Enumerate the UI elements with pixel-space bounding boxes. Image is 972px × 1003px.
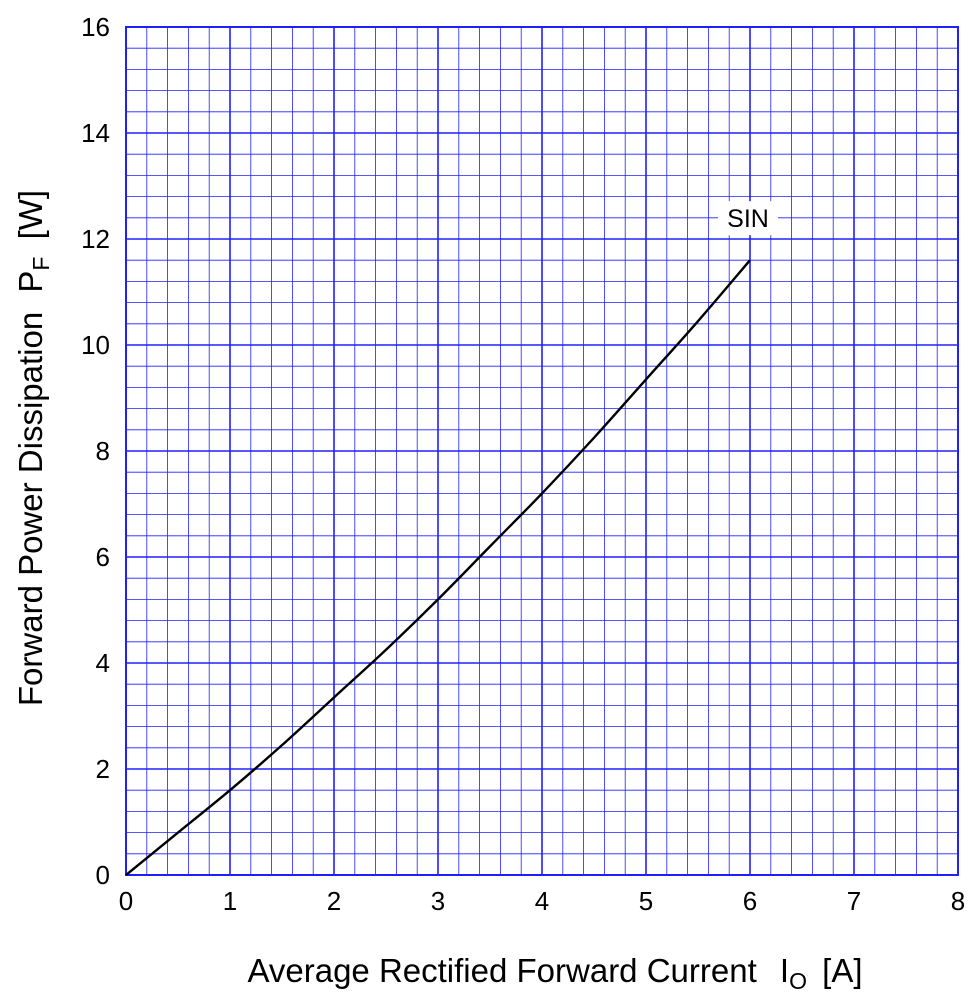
x-axis-title: Average Rectified Forward Current IO [A] <box>247 952 862 994</box>
x-axis-title-subscript: O <box>789 968 807 994</box>
y-tick-label: 14 <box>81 118 110 148</box>
y-tick-label: 12 <box>81 224 110 254</box>
x-axis-title-unit: [A] <box>813 952 863 989</box>
y-tick-label: 2 <box>96 754 110 784</box>
series-line-sin <box>125 259 751 876</box>
y-tick-label: 16 <box>81 12 110 42</box>
y-tick-label: 4 <box>96 648 110 678</box>
x-axis-title-main: Average Rectified Forward Current <box>247 952 765 989</box>
x-tick-label: 6 <box>743 886 757 916</box>
series-layer: SIN <box>125 201 778 876</box>
plot-border <box>125 26 959 876</box>
y-axis-title: Forward Power Dissipation PF [W] <box>12 190 54 706</box>
x-tick-label: 1 <box>223 886 237 916</box>
plot-frame <box>125 26 959 876</box>
x-tick-label: 7 <box>847 886 861 916</box>
y-tick-label: 6 <box>96 542 110 572</box>
y-tick-label: 8 <box>96 436 110 466</box>
y-axis-title-symbol: P <box>12 271 49 293</box>
x-tick-label: 3 <box>431 886 445 916</box>
y-axis-title-main: Forward Power Dissipation <box>12 303 49 706</box>
x-tick-label: 4 <box>535 886 549 916</box>
x-tick-label: 8 <box>951 886 965 916</box>
x-axis-title-symbol: I <box>780 952 789 989</box>
y-tick-label: 10 <box>81 330 110 360</box>
x-tick-label: 2 <box>327 886 341 916</box>
x-tick-label: 0 <box>119 886 133 916</box>
y-axis-title-unit: [W] <box>12 190 49 249</box>
y-tick-labels: 0 2 4 6 8 10 12 14 16 <box>81 12 110 890</box>
x-tick-label: 5 <box>639 886 653 916</box>
series-label-background <box>718 201 778 236</box>
grid <box>126 27 958 875</box>
y-axis-title-subscript: F <box>28 257 54 271</box>
y-tick-label: 0 <box>96 860 110 890</box>
series-label-sin: SIN <box>727 205 769 233</box>
x-tick-labels: 0 1 2 3 4 5 6 7 8 <box>119 886 965 916</box>
